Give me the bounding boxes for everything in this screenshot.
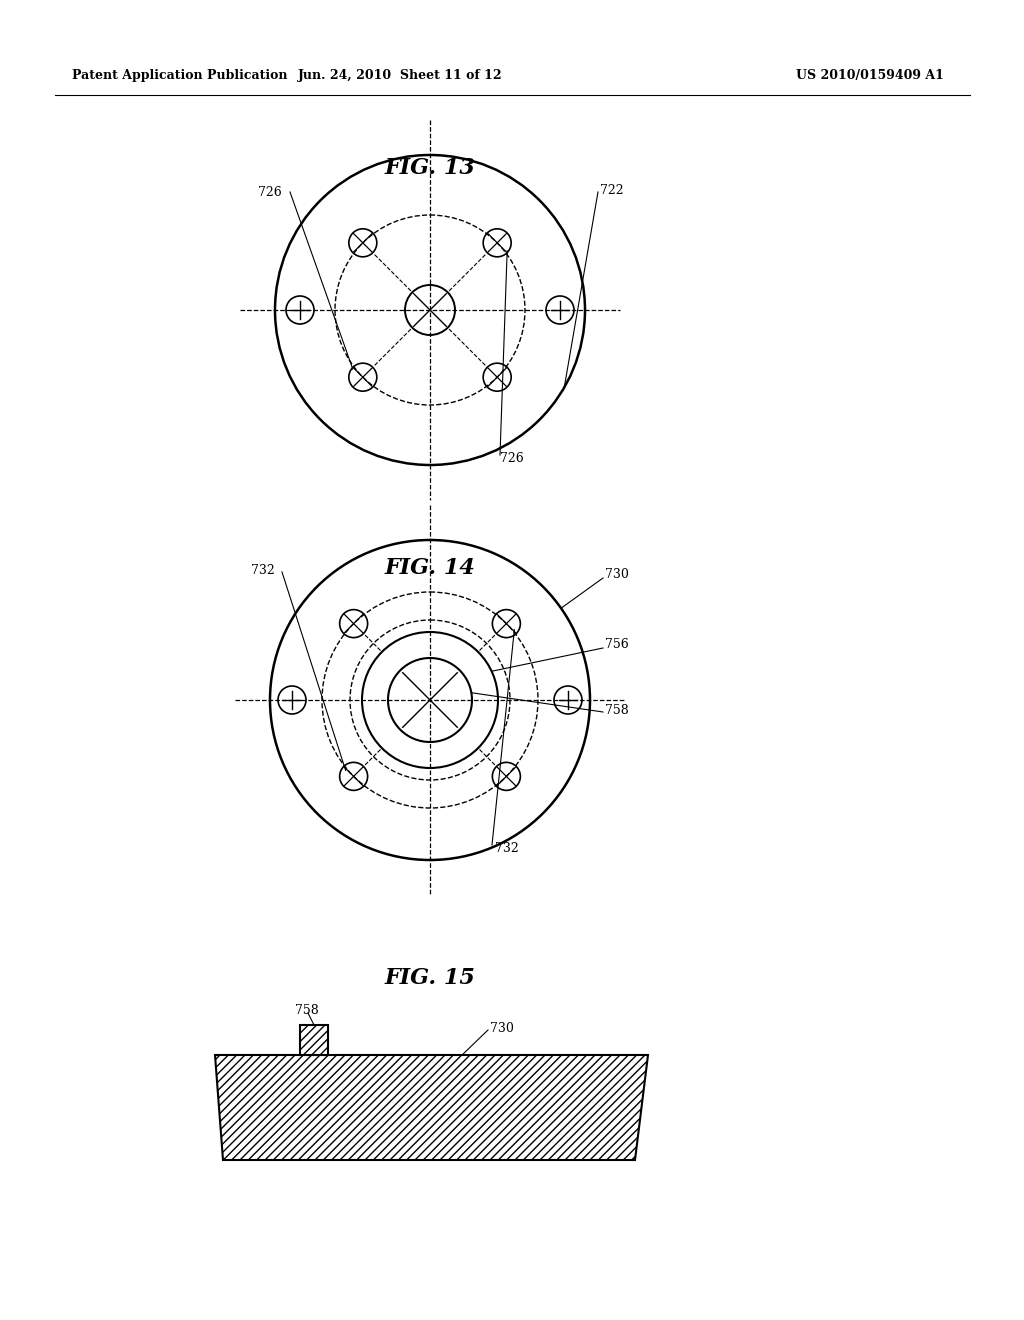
Text: 732: 732 — [251, 564, 275, 577]
Text: FIG. 15: FIG. 15 — [385, 968, 475, 989]
Text: 756: 756 — [605, 639, 629, 652]
Text: 730: 730 — [605, 569, 629, 582]
Text: Patent Application Publication: Patent Application Publication — [72, 69, 288, 82]
Polygon shape — [300, 1026, 328, 1055]
Polygon shape — [215, 1055, 648, 1160]
Text: 758: 758 — [295, 1003, 318, 1016]
Text: 722: 722 — [600, 183, 624, 197]
Text: 726: 726 — [258, 186, 282, 198]
Text: FIG. 13: FIG. 13 — [385, 157, 475, 180]
Text: 758: 758 — [605, 704, 629, 717]
Text: 730: 730 — [490, 1022, 514, 1035]
Text: FIG. 14: FIG. 14 — [385, 557, 475, 579]
Text: 726: 726 — [500, 451, 523, 465]
Text: US 2010/0159409 A1: US 2010/0159409 A1 — [796, 69, 944, 82]
Text: 732: 732 — [495, 842, 519, 854]
Text: Jun. 24, 2010  Sheet 11 of 12: Jun. 24, 2010 Sheet 11 of 12 — [298, 69, 503, 82]
